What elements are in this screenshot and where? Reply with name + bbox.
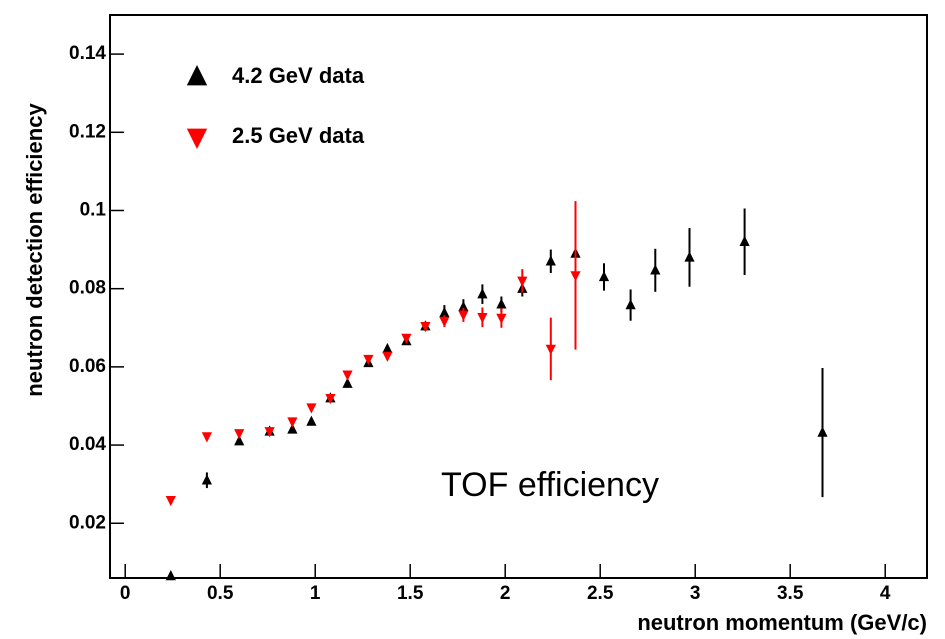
data-point: [517, 276, 528, 287]
data-point: [625, 299, 636, 310]
data-point: [234, 435, 245, 446]
data-point: [342, 370, 353, 381]
y-axis-title: neutron detection efficiency: [22, 103, 47, 397]
data-point: [306, 403, 317, 414]
data-point: [287, 423, 298, 434]
data-point: [570, 271, 581, 282]
data-point: [201, 474, 212, 485]
x-tick-label: 0: [120, 583, 131, 604]
data-point: [684, 251, 695, 262]
data-point: [496, 298, 507, 309]
data-point: [545, 344, 556, 355]
x-tick-label: 1.5: [397, 583, 424, 604]
legend-label: 4.2 GeV data: [232, 63, 365, 88]
plot-frame: [109, 14, 928, 579]
data-point: [306, 415, 317, 426]
data-point: [287, 417, 298, 428]
y-tick-label: 0.02: [69, 512, 106, 533]
y-tick-label: 0.08: [69, 278, 106, 299]
data-point: [477, 288, 488, 299]
legend-label: 2.5 GeV data: [232, 123, 365, 148]
data-point: [817, 426, 828, 437]
y-tick-label: 0.04: [69, 434, 106, 455]
data-point: [496, 313, 507, 325]
data-point: [650, 264, 661, 275]
y-tick-label: 0.12: [69, 121, 106, 142]
data-point: [401, 333, 412, 344]
data-point: [420, 322, 431, 333]
legend-marker: [186, 65, 208, 86]
data-point: [545, 255, 556, 266]
x-tick-label: 1: [310, 583, 321, 604]
data-point: [165, 570, 176, 581]
data-point: [325, 393, 336, 405]
x-tick-label: 4: [880, 583, 891, 604]
data-point: [477, 313, 488, 324]
data-point: [363, 354, 374, 366]
data-point: [739, 235, 750, 246]
data-point: [264, 427, 275, 438]
y-tick-label: 0.14: [69, 43, 106, 64]
data-point: [458, 301, 469, 312]
data-point: [439, 316, 450, 328]
x-tick-label: 3: [690, 583, 701, 604]
annotation: TOF efficiency: [441, 466, 659, 504]
x-tick-label: 0.5: [207, 583, 234, 604]
legend-marker: [186, 128, 208, 149]
data-point: [382, 351, 393, 362]
data-point: [598, 270, 610, 282]
x-tick-label: 2.5: [587, 583, 614, 604]
x-tick-label: 2: [500, 583, 511, 604]
data-point: [382, 342, 393, 354]
data-point: [458, 310, 469, 321]
data-point: [165, 495, 176, 507]
data-point: [342, 377, 353, 388]
data-point: [439, 306, 450, 318]
data-point: [201, 432, 212, 443]
data-point: [234, 429, 245, 440]
x-axis-title: neutron momentum (GeV/c): [637, 610, 927, 635]
y-tick-label: 0.06: [69, 356, 106, 377]
x-tick-label: 3.5: [777, 583, 804, 604]
y-tick-label: 0.1: [80, 200, 107, 221]
